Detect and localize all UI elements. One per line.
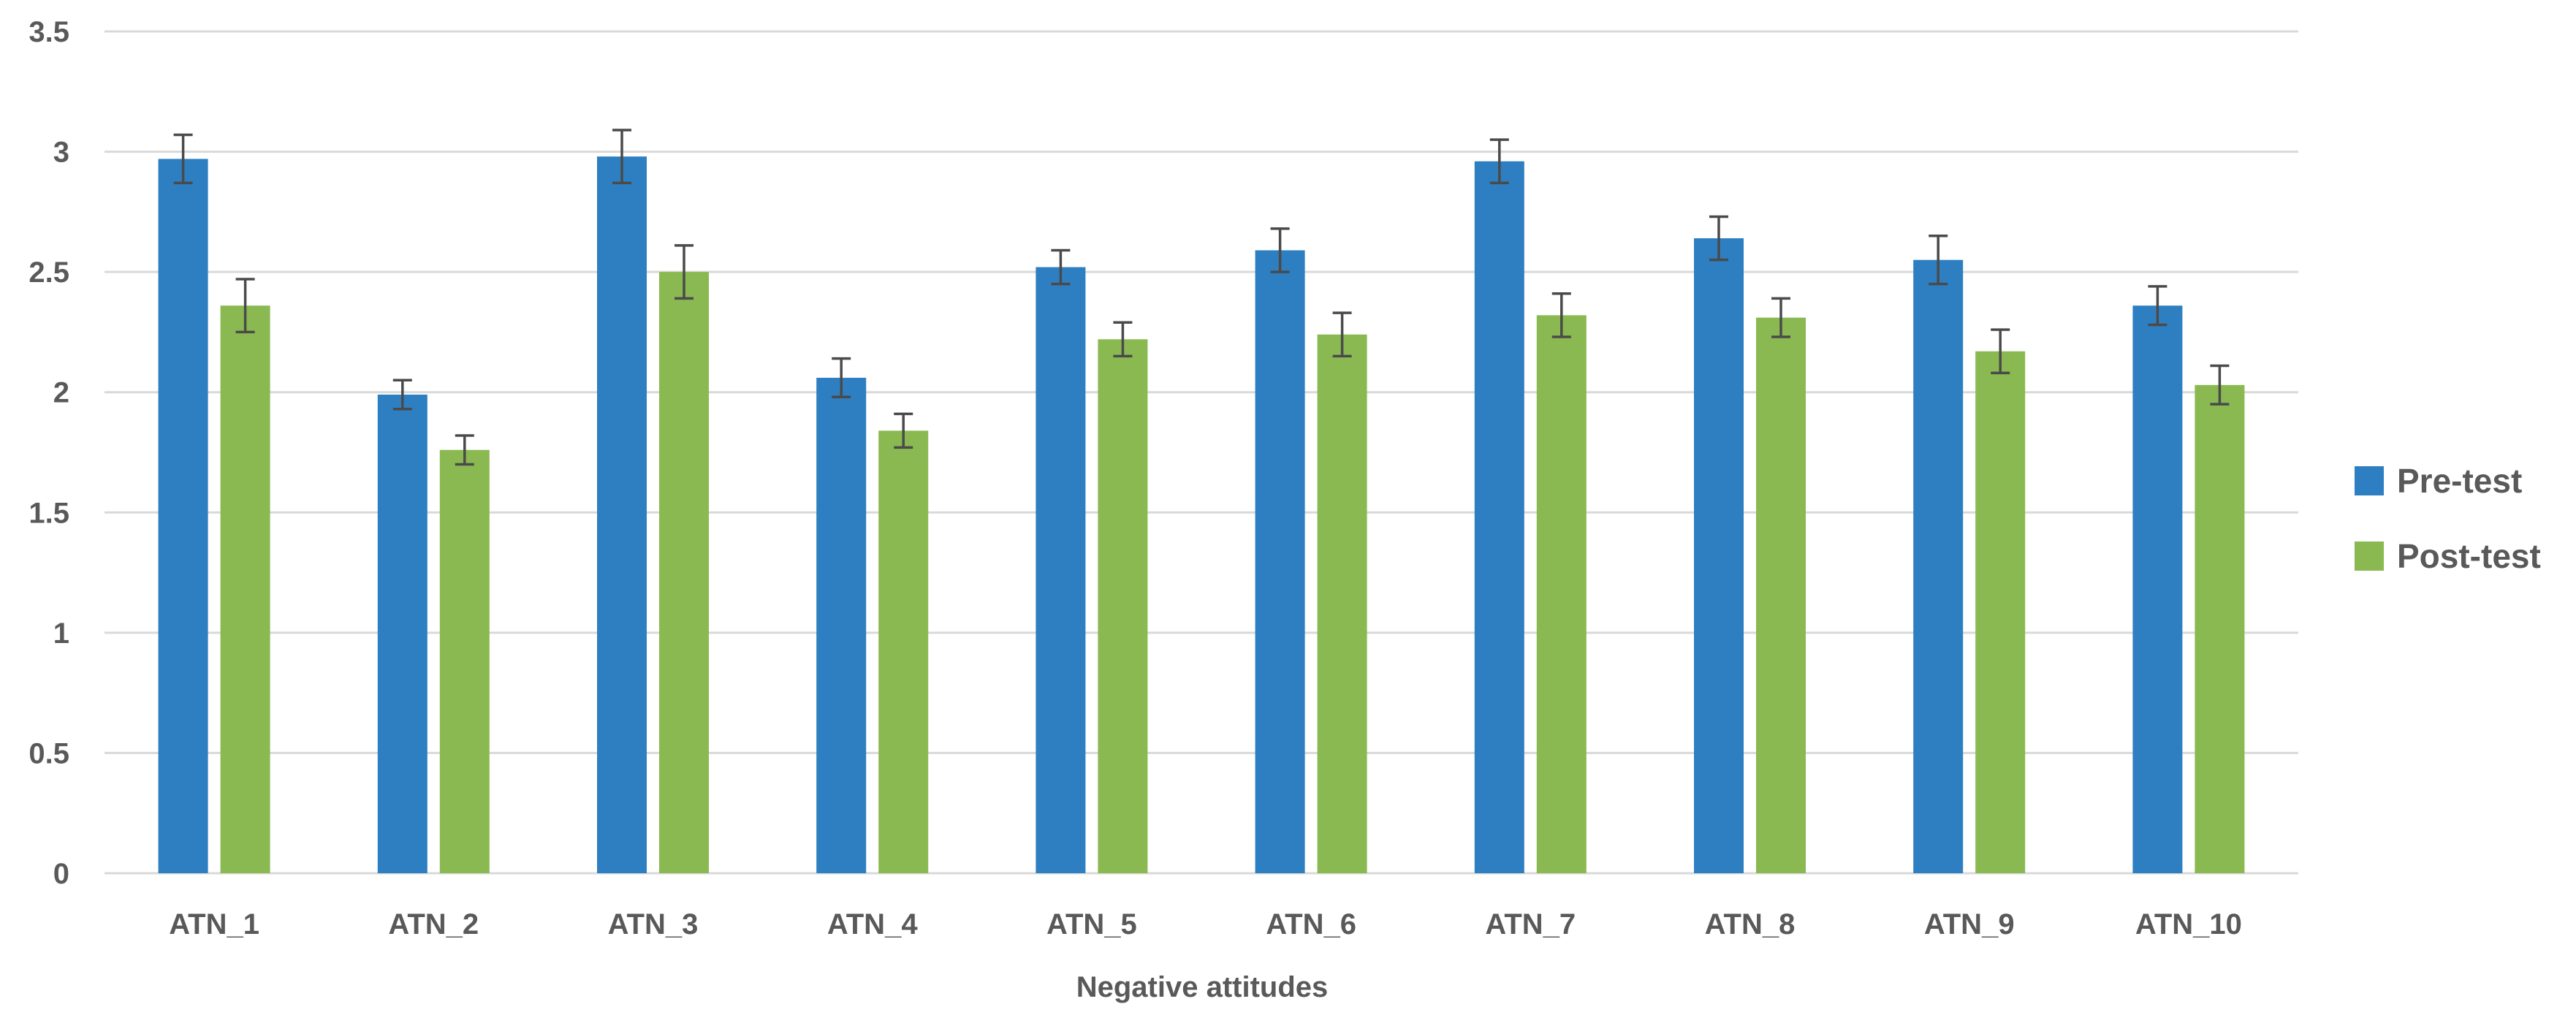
bar-post-test-atn-6: [1317, 334, 1367, 874]
x-category-label: ATN_6: [1266, 908, 1356, 940]
bar-pre-test-atn-3: [597, 156, 647, 873]
y-tick-label: 2.5: [29, 256, 69, 289]
bar-pre-test-atn-4: [816, 377, 867, 873]
x-category-label: ATN_10: [2135, 908, 2242, 940]
y-tick-label: 1: [53, 617, 69, 650]
bar-pre-test-atn-5: [1036, 267, 1086, 873]
bar-pre-test-atn-7: [1474, 161, 1524, 874]
error-bar: [1270, 227, 1290, 273]
error-bar: [392, 379, 412, 411]
y-axis-ticks: 0 0.5 1 1.5 2 2.5 3 3.5: [29, 16, 69, 890]
error-bar: [675, 244, 694, 300]
bar-post-test-atn-9: [1975, 351, 2026, 873]
x-category-label: ATN_1: [169, 908, 259, 940]
bar-pre-test-atn-8: [1694, 238, 1744, 873]
bar-pre-test-atn-9: [1913, 259, 1964, 874]
y-tick-label: 0: [53, 858, 69, 890]
gridlines: [105, 30, 2298, 875]
error-bar: [1991, 328, 2010, 375]
error-bar: [1332, 311, 1352, 358]
legend-label-pre-test: Pre-test: [2397, 462, 2522, 500]
y-tick-label: 2: [53, 377, 69, 409]
bar-pre-test-atn-6: [1255, 250, 1305, 873]
error-bar: [1771, 297, 1790, 338]
error-bar: [1489, 138, 1509, 185]
error-bar: [173, 133, 193, 185]
error-bar: [235, 278, 255, 334]
error-bars: [173, 129, 2230, 466]
bar-post-test-atn-4: [878, 430, 929, 873]
legend-swatch-pre-test: [2355, 466, 2384, 495]
x-category-label: ATN_9: [1924, 908, 2015, 940]
error-bar: [1929, 235, 1948, 286]
x-category-label: ATN_8: [1705, 908, 1796, 940]
x-category-label: ATN_3: [608, 908, 699, 940]
x-category-label: ATN_2: [388, 908, 479, 940]
error-bar: [1551, 292, 1571, 338]
legend-swatch-post-test: [2355, 541, 2384, 571]
y-tick-label: 1.5: [29, 497, 69, 529]
error-bar: [1113, 321, 1133, 358]
bar-pre-test-atn-2: [377, 395, 428, 873]
error-bar: [832, 357, 851, 399]
error-bar: [1051, 248, 1071, 286]
x-axis-title: Negative attitudes: [1076, 971, 1329, 1003]
bar-post-test-atn-8: [1756, 317, 1806, 873]
error-bar: [612, 129, 631, 185]
y-tick-label: 3.5: [29, 16, 69, 48]
bar-post-test-atn-5: [1098, 339, 1148, 873]
error-bar: [2148, 285, 2167, 327]
bar-post-test-atn-7: [1536, 315, 1587, 874]
bar-post-test-atn-1: [220, 305, 270, 873]
x-axis-categories: ATN_1 ATN_2 ATN_3 ATN_4 ATN_5 ATN_6 ATN_7 ATN_8…: [169, 908, 2242, 940]
x-category-label: ATN_7: [1485, 908, 1576, 940]
bars: [158, 156, 2245, 874]
bar-pre-test-atn-10: [2132, 305, 2183, 873]
error-bar: [2210, 364, 2230, 406]
error-bar: [1709, 215, 1728, 262]
bar-pre-test-atn-1: [158, 159, 208, 874]
y-tick-label: 0.5: [29, 737, 69, 769]
x-category-label: ATN_4: [827, 908, 918, 940]
legend: Pre-test Post-test: [2355, 462, 2541, 575]
error-bar: [894, 412, 913, 449]
x-category-label: ATN_5: [1046, 908, 1137, 940]
bar-post-test-atn-3: [659, 272, 709, 874]
error-bar: [455, 434, 474, 466]
legend-label-post-test: Post-test: [2397, 537, 2541, 575]
y-tick-label: 3: [53, 137, 69, 169]
bar-post-test-atn-10: [2195, 384, 2245, 873]
bar-post-test-atn-2: [439, 449, 490, 873]
